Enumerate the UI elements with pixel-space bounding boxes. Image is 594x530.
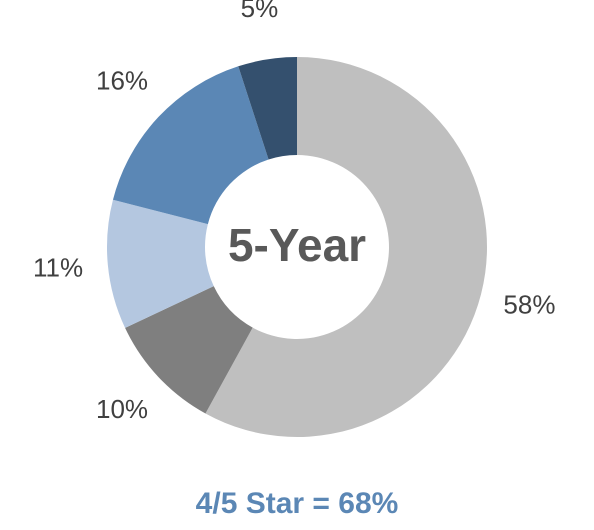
footnote: 4/5 Star = 68%: [196, 487, 399, 520]
donut-slice: [205, 57, 487, 437]
donut-slice: [106, 199, 214, 328]
donut-slice: [238, 57, 297, 160]
data-label: 16%: [96, 66, 148, 96]
data-label: 5%: [241, 0, 279, 23]
center-label: 5-Year: [228, 219, 366, 271]
data-label: 11%: [33, 252, 83, 282]
donut-slice: [112, 66, 269, 225]
data-label: 58%: [503, 290, 555, 320]
donut-slice: [125, 286, 253, 414]
data-label: 10%: [96, 394, 148, 424]
